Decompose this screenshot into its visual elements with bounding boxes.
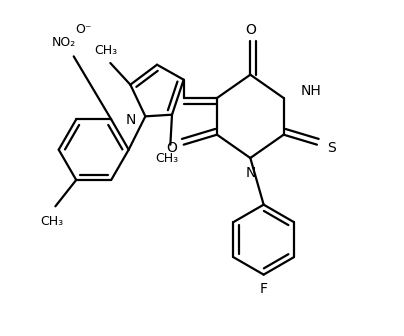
Text: NH: NH bbox=[300, 84, 321, 98]
Text: CH₃: CH₃ bbox=[94, 44, 117, 57]
Text: S: S bbox=[328, 141, 337, 155]
Text: CH₃: CH₃ bbox=[40, 215, 63, 228]
Text: N: N bbox=[126, 113, 136, 127]
Text: NO₂: NO₂ bbox=[52, 36, 76, 49]
Text: O: O bbox=[166, 141, 177, 155]
Text: O⁻: O⁻ bbox=[76, 23, 92, 36]
Text: CH₃: CH₃ bbox=[156, 152, 179, 165]
Text: O: O bbox=[245, 23, 256, 37]
Text: F: F bbox=[260, 282, 267, 296]
Text: N: N bbox=[245, 166, 255, 180]
